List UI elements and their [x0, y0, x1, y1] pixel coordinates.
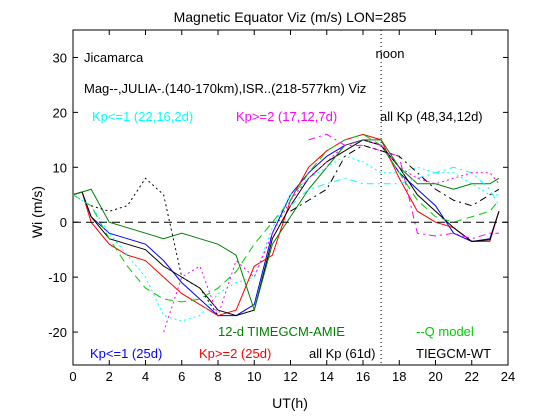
noon-label: noon	[376, 46, 405, 61]
x-tick-label: 20	[428, 369, 442, 384]
y-tick-label: 0	[60, 215, 67, 230]
legend-kp-low-bottom: Kp<=1 (25d)	[90, 346, 162, 361]
legend-timegcm-amie: 12-d TIMEGCM-AMIE	[218, 324, 345, 339]
y-tick-label: -20	[48, 325, 67, 340]
series-line-3	[72, 139, 500, 312]
series-line-1	[72, 133, 500, 317]
series-line-8	[308, 133, 499, 240]
x-tick-label: 22	[465, 369, 479, 384]
chart-title: Magnetic Equator Viz (m/s) LON=285	[174, 9, 407, 25]
legend-kp-high-top: Kp>=2 (17,12,7d)	[236, 109, 337, 124]
plot-area	[72, 29, 509, 366]
x-tick-label: 12	[283, 369, 297, 384]
y-tick-label: 20	[53, 105, 67, 120]
series-line-7	[163, 139, 500, 333]
y-tick-label: 30	[53, 50, 67, 65]
legend-all-kp-top: all Kp (48,34,12d)	[380, 109, 483, 124]
series-line-5	[72, 155, 499, 322]
x-tick-label: 16	[356, 369, 370, 384]
x-tick-label: 8	[214, 369, 221, 384]
y-tick-label: -10	[48, 270, 67, 285]
series-layer	[72, 133, 500, 333]
legend-tiegcm-wt: TIEGCM-WT	[416, 346, 491, 361]
x-tick-label: 10	[247, 369, 261, 384]
x-tick-label: 14	[320, 369, 334, 384]
site-label: Jicamarca	[84, 50, 144, 65]
legend-kp-low-top: Kp<=1 (22,16,2d)	[92, 109, 193, 124]
x-tick-label: 24	[501, 369, 515, 384]
x-tick-label: 2	[106, 369, 113, 384]
x-tick-label: 18	[392, 369, 406, 384]
series-line-10	[290, 144, 500, 212]
legend-kp-high-bottom: Kp>=2 (25d)	[199, 346, 271, 361]
x-tick-label: 0	[69, 369, 76, 384]
x-tick-label: 6	[178, 369, 185, 384]
x-axis-label: UT(h)	[272, 395, 308, 411]
y-axis-label: Wi (m/s)	[29, 186, 45, 238]
series-line-0	[72, 139, 500, 317]
series-line-4	[72, 133, 500, 303]
legend-all-kp-bottom: all Kp (61d)	[309, 346, 375, 361]
y-tick-label: 10	[53, 160, 67, 175]
x-tick-label: 4	[142, 369, 149, 384]
legend-q-model: --Q model	[416, 324, 474, 339]
sources-label: Mag--,JULIA-.(140-170km),ISR..(218-577km…	[84, 81, 366, 96]
